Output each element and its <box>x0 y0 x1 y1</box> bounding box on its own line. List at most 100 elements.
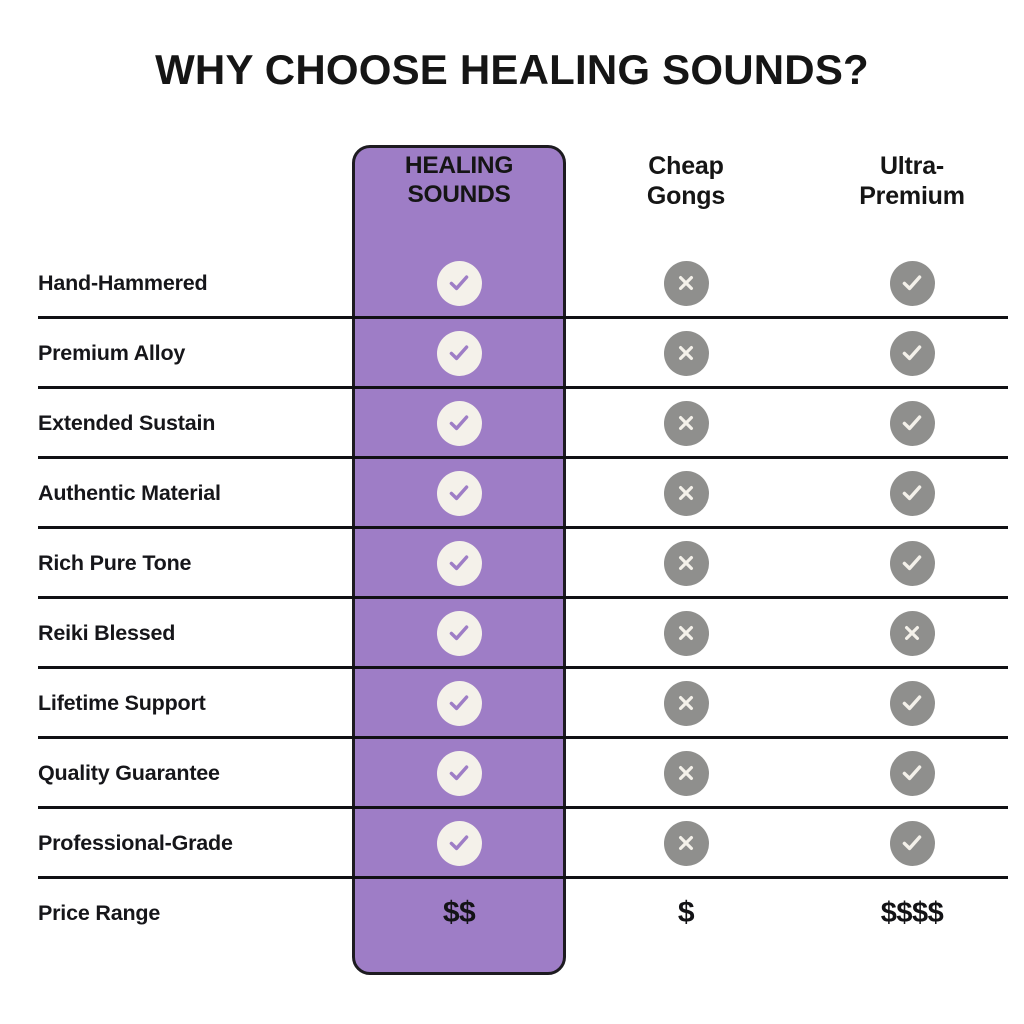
row-label: Rich Pure Tone <box>38 550 192 575</box>
cell-ultra-premium <box>805 668 1019 738</box>
check-circle-icon <box>436 610 482 656</box>
table-row: Extended Sustain <box>0 388 1024 458</box>
cross-circle-icon <box>663 820 709 866</box>
check-circle-icon <box>889 750 935 796</box>
cell-ultra-premium <box>805 528 1019 598</box>
cell-healing-sounds <box>352 808 566 878</box>
cross-circle-icon <box>663 260 709 306</box>
cell-healing-sounds <box>352 668 566 738</box>
cell-healing-sounds <box>352 458 566 528</box>
column-header-line1: HEALING <box>404 152 514 179</box>
row-divider <box>38 736 1008 739</box>
column-header-line1: Cheap <box>648 152 724 180</box>
cell-cheap-gongs <box>579 598 793 668</box>
cross-circle-icon <box>663 750 709 796</box>
row-divider <box>38 386 1008 389</box>
row-label: Lifetime Support <box>38 690 206 715</box>
check-circle-icon <box>889 820 935 866</box>
row-divider <box>38 806 1008 809</box>
table-row: Authentic Material <box>0 458 1024 528</box>
column-header-line2: Premium <box>859 181 965 210</box>
check-circle-icon <box>436 540 482 586</box>
cross-circle-icon <box>663 680 709 726</box>
row-divider <box>38 666 1008 669</box>
cell-price-ultra-premium: $$$$ <box>805 878 1019 948</box>
check-circle-icon <box>889 470 935 516</box>
cell-price-healing-sounds: $$ <box>352 878 566 948</box>
table-row: Lifetime Support <box>0 668 1024 738</box>
cross-circle-icon <box>663 470 709 516</box>
cell-cheap-gongs <box>579 458 793 528</box>
cross-circle-icon <box>663 540 709 586</box>
check-circle-icon <box>889 260 935 306</box>
column-header-cheap-gongs: Cheap Gongs <box>579 152 793 211</box>
row-label: Extended Sustain <box>38 410 216 435</box>
row-divider <box>38 316 1008 319</box>
price-value: $$ <box>442 896 476 929</box>
table-row-price: Price Range $$ $ $$$$ <box>0 878 1024 948</box>
check-circle-icon <box>889 540 935 586</box>
row-label: Premium Alloy <box>38 340 186 365</box>
column-header-line1: Ultra- <box>879 152 945 180</box>
check-circle-icon <box>436 330 482 376</box>
cell-cheap-gongs <box>579 668 793 738</box>
row-label: Professional-Grade <box>38 830 233 855</box>
page-title: WHY CHOOSE HEALING SOUNDS? <box>155 46 869 93</box>
check-circle-icon <box>436 400 482 446</box>
cell-healing-sounds <box>352 318 566 388</box>
table-row: Reiki Blessed <box>0 598 1024 668</box>
row-label: Quality Guarantee <box>38 760 220 785</box>
row-label: Hand-Hammered <box>38 270 208 295</box>
row-divider <box>38 596 1008 599</box>
table-header-row: HEALING SOUNDS Cheap Gongs Ultra- Premiu… <box>0 152 1024 242</box>
cell-ultra-premium <box>805 248 1019 318</box>
cell-healing-sounds <box>352 248 566 318</box>
check-circle-icon <box>436 750 482 796</box>
cell-cheap-gongs <box>579 738 793 808</box>
check-circle-icon <box>889 680 935 726</box>
check-circle-icon <box>436 260 482 306</box>
cell-healing-sounds <box>352 598 566 668</box>
cell-healing-sounds <box>352 388 566 458</box>
cell-healing-sounds <box>352 528 566 598</box>
cell-ultra-premium <box>805 738 1019 808</box>
cross-circle-icon <box>663 610 709 656</box>
check-circle-icon <box>436 470 482 516</box>
row-label: Authentic Material <box>38 480 221 505</box>
cell-cheap-gongs <box>579 318 793 388</box>
column-header-line2: Gongs <box>646 181 726 210</box>
table-row: Quality Guarantee <box>0 738 1024 808</box>
cell-cheap-gongs <box>579 248 793 318</box>
cell-price-cheap-gongs: $ <box>579 878 793 948</box>
check-circle-icon <box>889 330 935 376</box>
table-row: Premium Alloy <box>0 318 1024 388</box>
cell-cheap-gongs <box>579 528 793 598</box>
cross-circle-icon <box>663 400 709 446</box>
row-label: Reiki Blessed <box>38 620 176 645</box>
cell-healing-sounds <box>352 738 566 808</box>
cell-cheap-gongs <box>579 388 793 458</box>
check-circle-icon <box>436 680 482 726</box>
table-row: Rich Pure Tone <box>0 528 1024 598</box>
cell-ultra-premium <box>805 388 1019 458</box>
cell-ultra-premium <box>805 808 1019 878</box>
check-circle-icon <box>889 400 935 446</box>
cross-circle-icon <box>663 330 709 376</box>
cell-ultra-premium <box>805 598 1019 668</box>
cell-ultra-premium <box>805 318 1019 388</box>
check-circle-icon <box>436 820 482 866</box>
price-value: $ <box>677 896 695 929</box>
cell-cheap-gongs <box>579 808 793 878</box>
row-label: Price Range <box>38 900 161 925</box>
row-divider <box>38 526 1008 529</box>
column-header-ultra-premium: Ultra- Premium <box>805 152 1019 211</box>
cell-ultra-premium <box>805 458 1019 528</box>
table-row: Hand-Hammered <box>0 248 1024 318</box>
row-divider <box>38 876 1008 879</box>
column-header-healing-sounds: HEALING SOUNDS <box>352 152 566 210</box>
row-divider <box>38 456 1008 459</box>
column-header-line2: SOUNDS <box>407 180 511 208</box>
cross-circle-icon <box>889 610 935 656</box>
